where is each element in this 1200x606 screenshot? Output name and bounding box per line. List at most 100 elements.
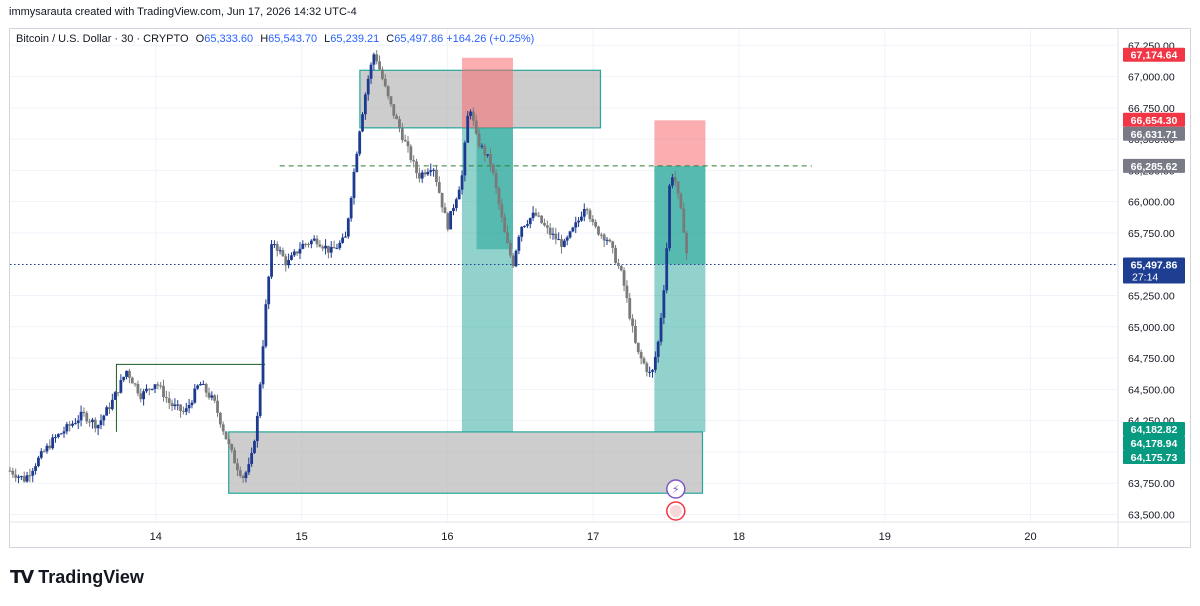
price-label-text: 67,174.64 [1131,50,1178,62]
candle-body [255,415,259,442]
range-box [115,363,266,432]
candle-body [528,218,532,225]
time-tick-label: 17 [587,531,599,543]
price-tick-label: 64,750.00 [1128,353,1175,365]
candle-body [102,415,106,421]
candle-body [147,388,151,390]
candle-body [648,371,652,373]
candle-body [440,192,444,208]
candle-body [204,383,208,393]
candle-body [244,472,248,479]
price-tick-label: 63,750.00 [1128,478,1175,490]
candle-body [511,255,515,267]
candle-body [619,265,623,271]
candle-body [96,425,100,429]
candle-body [250,453,254,465]
candle-body [224,431,228,440]
candle-body [480,145,484,147]
symbol-name: Bitcoin / U.S. Dollar · 30 · CRYPTO [16,33,189,45]
candle-body [164,397,168,399]
tradingview-mark-icon: TV [10,567,34,588]
low-value: 65,239.21 [330,33,380,45]
price-tick-label: 65,000.00 [1128,322,1175,334]
candle-body [108,407,111,410]
candle-body [403,139,407,142]
candle-body [565,237,569,241]
candle-body [398,119,401,129]
candle-body [361,114,364,132]
time-tick-label: 15 [295,531,307,543]
candle-body [238,470,242,476]
position-1-red [461,57,513,128]
candle-body [679,193,683,209]
candle-body [213,395,217,401]
candle-body [82,411,86,414]
candle-body [156,384,160,386]
candle-body [39,451,43,458]
candle-body [133,383,137,385]
candle-body [309,240,313,245]
candle-body [435,169,438,183]
candle-body [500,204,504,218]
price-label-red [1123,47,1185,62]
candle-body [486,154,490,156]
time-tick-label: 14 [150,531,162,543]
candle-body [625,285,629,299]
open-value: 65,333.60 [204,33,254,45]
candle-body [65,424,69,432]
us-flag-icon [669,505,682,517]
candle-body [358,131,362,154]
tradingview-logo[interactable]: TV TradingView [10,567,144,588]
candle-body [19,476,23,478]
candle-body [93,419,97,429]
candle-body [85,413,89,422]
candle-body [571,227,575,232]
candle-body [622,270,626,286]
candle-body [682,208,686,233]
candle-body [534,212,538,216]
candle-body [551,233,555,235]
candle-body [409,146,413,161]
news-event-icon [666,479,686,499]
candle-body [506,232,509,243]
candle-body [670,177,674,186]
candle-body [136,384,140,394]
candle-body [68,424,72,426]
candle-body [386,86,390,97]
candle-body [34,466,37,471]
candle-body [304,243,308,245]
candle-body [574,222,578,228]
candle-body [48,445,52,449]
candle-body [460,175,464,190]
candle-body [184,408,188,412]
candle-body [247,464,251,473]
candle-body [130,377,134,384]
candle-body [520,226,524,237]
price-tick-label: 65,250.00 [1128,291,1175,303]
candle-body [489,154,492,165]
open-label: O [195,33,205,45]
candle-body [673,177,677,182]
price-label-grey [1123,158,1185,173]
candle-body [400,128,404,140]
price-label-text: 65,497.86 [1131,260,1178,272]
candle-body [514,250,518,267]
candle-body [597,226,600,235]
candle-body [315,238,319,245]
price-label-green [1123,436,1185,451]
price-label-blue [1123,257,1185,284]
candle-body [642,358,646,364]
candle-body [42,451,46,453]
candle-body [28,475,32,477]
candle-body [14,474,18,478]
close-label: C [386,33,395,45]
lightning-icon: ⚡ [672,483,680,496]
candle-body [344,236,347,238]
candle-body [611,241,615,248]
candle-body [71,423,74,426]
candle-body [355,153,359,172]
change-value: +164.26 (+0.25%) [446,33,535,45]
position-2-red [654,120,706,167]
candle-body [45,445,49,452]
